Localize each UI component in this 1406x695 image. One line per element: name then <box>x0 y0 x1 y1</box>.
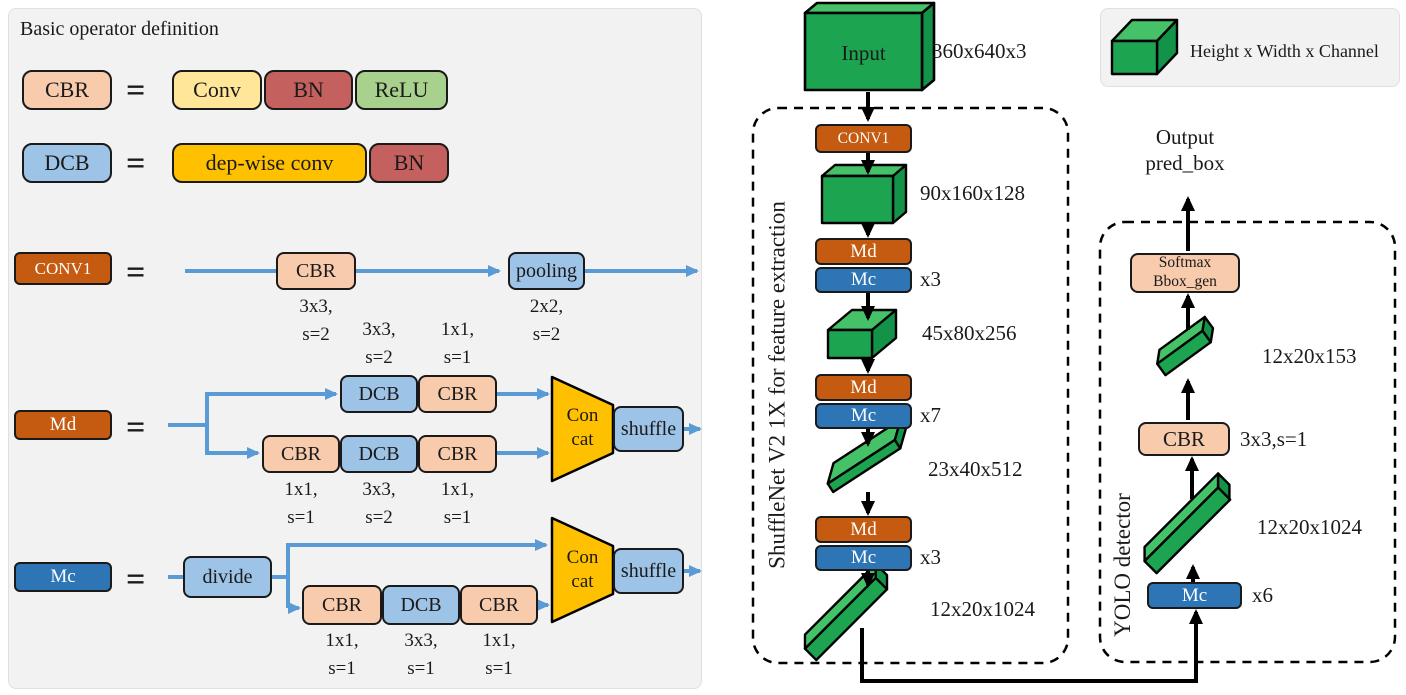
cbr-lhs-block: CBR <box>22 70 112 110</box>
md-bot-cbr2-note: 1x1, s=1 <box>440 479 475 528</box>
depwise-conv-block: dep-wise conv <box>172 143 367 183</box>
md-top-cbr-note: 1x1, s=1 <box>440 319 475 368</box>
conv1-equals: = <box>126 254 146 291</box>
mc-concat-trapezoid <box>550 516 615 624</box>
md-concat-trapezoid <box>550 375 615 483</box>
cbr-equals: = <box>126 72 146 109</box>
stage3-repeat-label: x3 <box>920 545 941 569</box>
softmax-bboxgen-block: Softmax Bbox_gen <box>1130 253 1240 293</box>
md-top-dcb-block: DCB <box>340 375 418 413</box>
stage3-mc-block: Mc <box>815 545 912 571</box>
bn-block: BN <box>264 70 353 110</box>
feat4-slab <box>803 562 889 662</box>
conv1-cbr-block: CBR <box>276 252 356 290</box>
pooling-note: 2x2, s=2 <box>529 296 564 345</box>
det-mid-dim-label: 12x20x1024 <box>1257 515 1362 539</box>
legend-cube-icon <box>1110 18 1179 76</box>
md-top-cbr-block: CBR <box>418 375 497 413</box>
md-equals: = <box>126 409 146 446</box>
stage1-mc-block: Mc <box>815 267 912 293</box>
mc-cbr1-block: CBR <box>302 585 382 625</box>
md-bot-cbr1-block: CBR <box>262 435 340 473</box>
mc-shuffle-block: shuffle <box>613 548 684 594</box>
mc-cbr2-block: CBR <box>460 585 538 625</box>
mc-concat-label: Con cat <box>566 547 599 592</box>
dcb-equals: = <box>126 145 146 182</box>
relu-block: ReLU <box>355 70 448 110</box>
detector-dashed-box <box>1098 220 1397 664</box>
panel-title: Basic operator definition <box>20 18 219 40</box>
backbone-to-detector-connector <box>860 609 1203 683</box>
det-mid-slab <box>1143 472 1232 575</box>
md-bot-cbr1-note: 1x1, s=1 <box>284 479 318 528</box>
detector-vertical-label: YOLO detector <box>1110 493 1135 637</box>
backbone-dashed-box <box>751 106 1070 665</box>
mc-lhs-block: Mc <box>14 562 112 592</box>
input-label: Input <box>841 41 886 65</box>
md-top-dcb-note: 3x3, s=2 <box>362 319 396 368</box>
detector-mc-block: Mc <box>1147 582 1242 609</box>
stage3-md-block: Md <box>815 516 912 543</box>
mc-cbr2-note: 1x1, s=1 <box>482 630 516 679</box>
legend-label: Height x Width x Channel <box>1190 41 1379 61</box>
backbone-conv1-block: CONV1 <box>815 124 912 153</box>
feat3-slab <box>826 418 908 494</box>
detector-repeat-label: x6 <box>1252 583 1273 607</box>
backbone-vertical-label: ShuffleNet V2 1X for feature extraction <box>764 201 790 569</box>
pooling-block: pooling <box>508 252 585 290</box>
dcb-lhs-block: DCB <box>22 143 112 183</box>
stage1-md-block: Md <box>815 238 912 265</box>
feat1-dim-label: 90x160x128 <box>920 181 1025 205</box>
input-tensor-cube <box>803 1 936 92</box>
md-bot-cbr2-block: CBR <box>418 435 497 473</box>
stage2-md-block: Md <box>815 374 912 401</box>
mc-dcb-block: DCB <box>382 585 460 625</box>
divide-block: divide <box>183 556 272 598</box>
feat3-dim-label: 23x40x512 <box>928 457 1023 481</box>
feat1-cube <box>820 163 908 225</box>
feat2-cube <box>826 308 898 360</box>
md-concat-label: Con cat <box>566 405 599 450</box>
conv-block: Conv <box>172 70 262 110</box>
output-label: Output pred_box <box>1145 125 1225 175</box>
stage1-repeat-label: x3 <box>920 267 941 291</box>
mc-cbr1-note: 1x1, s=1 <box>325 630 359 679</box>
mc-dcb-note: 3x3, s=1 <box>404 630 438 679</box>
det-out-dim-label: 12x20x153 <box>1262 344 1357 368</box>
md-bot-dcb-block: DCB <box>340 435 418 473</box>
stage2-repeat-label: x7 <box>920 403 941 427</box>
stage2-mc-block: Mc <box>815 403 912 429</box>
detector-cbr-block: CBR <box>1138 422 1230 456</box>
detector-cbr-note: 3x3,s=1 <box>1240 427 1308 451</box>
feat2-dim-label: 45x80x256 <box>922 321 1017 345</box>
input-dim-label: 360x640x3 <box>932 39 1027 63</box>
md-shuffle-block: shuffle <box>613 406 684 452</box>
mc-equals: = <box>126 561 146 598</box>
conv1-cbr-note: 3x3, s=2 <box>299 296 333 345</box>
dcb-bn-block: BN <box>369 143 449 183</box>
det-out-slab <box>1156 315 1215 377</box>
md-bot-dcb-note: 3x3, s=2 <box>362 479 396 528</box>
feat4-dim-label: 12x20x1024 <box>930 597 1035 621</box>
md-lhs-block: Md <box>14 410 112 440</box>
conv1-lhs-block: CONV1 <box>14 252 112 285</box>
